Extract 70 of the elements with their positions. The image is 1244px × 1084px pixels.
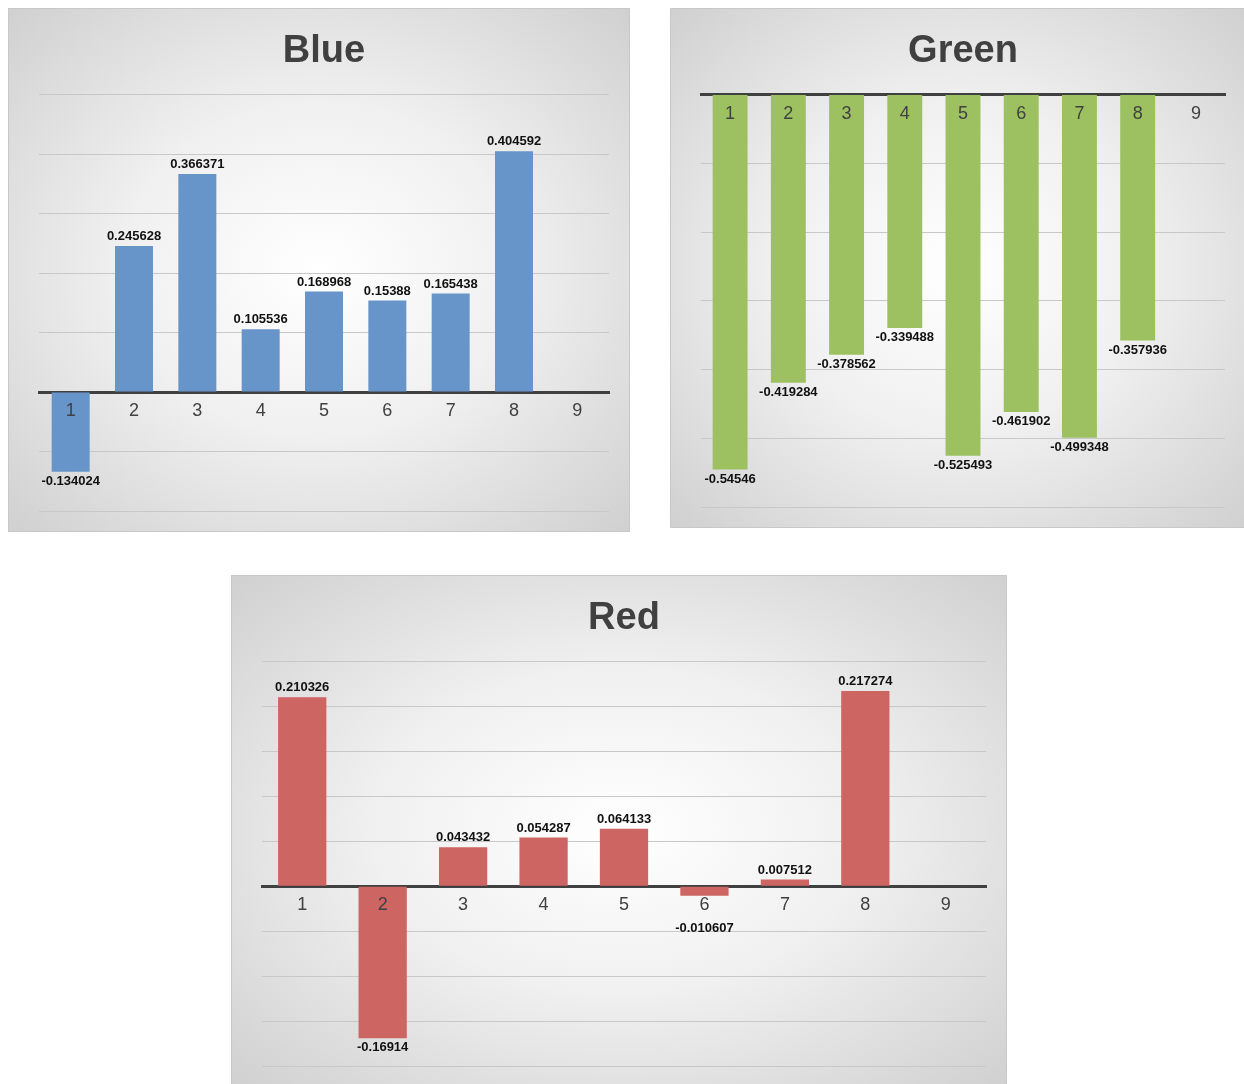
data-label: -0.357936 (1108, 341, 1167, 357)
x-tick-label: 3 (458, 894, 469, 915)
data-label: 0.210326 (275, 679, 330, 695)
x-tick-label: 9 (572, 400, 583, 420)
bar (368, 300, 407, 392)
chart-title: Green (908, 28, 1018, 71)
data-label: -0.010607 (675, 920, 734, 936)
x-tick-label: 5 (957, 102, 969, 123)
x-tick-label: 2 (377, 894, 388, 915)
data-label: 0.064133 (596, 810, 652, 826)
data-label: -0.339488 (875, 329, 935, 345)
x-tick-label: 2 (128, 400, 140, 420)
data-label: 0.165438 (423, 275, 478, 291)
x-tick-label: 3 (192, 400, 203, 420)
data-label: -0.525493 (933, 456, 993, 472)
bar (178, 174, 217, 392)
data-label: -0.499348 (1050, 438, 1109, 454)
data-label: 0.217274 (838, 673, 894, 689)
data-label: -0.378562 (817, 355, 876, 371)
x-tick-label: 5 (318, 400, 330, 420)
x-tick-label: 7 (445, 400, 456, 420)
x-tick-label: 9 (1190, 102, 1201, 123)
data-label: -0.419284 (759, 383, 819, 399)
bar (115, 245, 153, 392)
x-tick-label: 3 (841, 102, 852, 123)
bar (241, 329, 280, 392)
data-label: 0.043432 (435, 829, 491, 845)
chart-title: Blue (282, 28, 366, 71)
data-label: -0.16914 (357, 1039, 410, 1055)
x-tick-label: 2 (783, 102, 794, 123)
x-tick-label: 1 (725, 102, 736, 123)
x-tick-label: 6 (699, 894, 710, 915)
x-tick-label: 8 (1132, 102, 1143, 123)
x-tick-label: 7 (779, 894, 790, 915)
x-tick-label: 4 (255, 400, 266, 420)
bar (841, 691, 890, 886)
bar (305, 291, 343, 392)
x-tick-label: 7 (1074, 102, 1085, 123)
bar (680, 886, 729, 896)
bar (519, 837, 568, 886)
data-label: 0.404592 (486, 133, 542, 149)
bar (278, 697, 327, 886)
data-label: 0.366371 (170, 156, 225, 172)
bar (495, 151, 533, 392)
bar (431, 293, 470, 392)
x-tick-label: 4 (899, 102, 910, 123)
x-tick-label: 9 (940, 894, 951, 915)
data-label: 0.15388 (363, 282, 411, 298)
data-label: 0.245628 (106, 227, 162, 243)
bar (358, 886, 407, 1039)
data-label: -0.134024 (41, 472, 101, 488)
data-label: -0.54546 (704, 470, 756, 486)
data-label: 0.105536 (233, 311, 288, 327)
x-tick-label: 6 (1016, 102, 1027, 123)
x-tick-label: 1 (297, 894, 308, 915)
x-tick-label: 4 (538, 894, 549, 915)
bar (438, 847, 488, 886)
x-tick-label: 8 (508, 400, 520, 420)
bar (760, 879, 810, 886)
data-label: -0.461902 (991, 413, 1051, 429)
data-label: 0.168968 (296, 273, 352, 289)
data-label: 0.054287 (516, 819, 571, 835)
x-tick-label: 6 (382, 400, 393, 420)
bar (599, 828, 649, 886)
x-tick-label: 1 (65, 400, 76, 420)
data-label: 0.007512 (757, 861, 813, 877)
x-tick-label: 5 (618, 894, 630, 915)
chart-title: Red (588, 595, 660, 638)
x-tick-label: 8 (860, 894, 871, 915)
bar (51, 392, 90, 472)
